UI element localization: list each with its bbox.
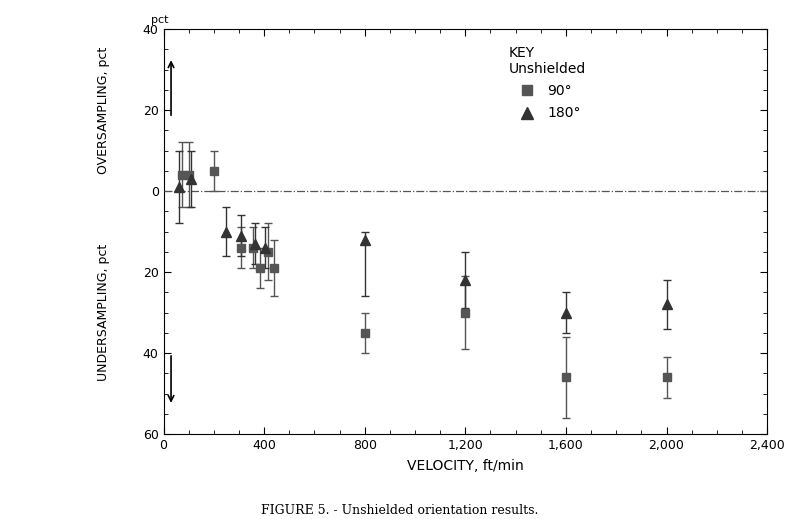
Text: pct: pct [151,15,169,25]
Text: FIGURE 5. - Unshielded orientation results.: FIGURE 5. - Unshielded orientation resul… [262,504,538,517]
Text: OVERSAMPLING, pct: OVERSAMPLING, pct [97,46,110,174]
Text: UNDERSAMPLING, pct: UNDERSAMPLING, pct [97,244,110,381]
Legend: 90°, 180°: 90°, 180° [503,40,591,126]
X-axis label: VELOCITY, ft/min: VELOCITY, ft/min [407,459,524,473]
